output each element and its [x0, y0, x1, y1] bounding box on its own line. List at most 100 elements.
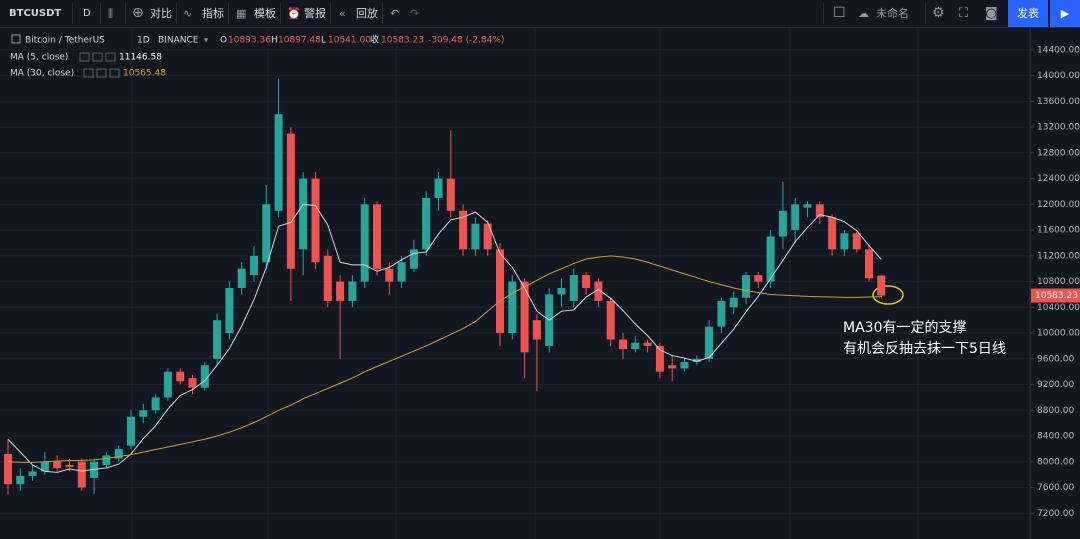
legend-exchange: BINANCE [158, 36, 199, 46]
redo-button[interactable]: ↷ [410, 7, 420, 20]
publish-button[interactable]: 发表 [1008, 0, 1048, 27]
candle-body [373, 204, 381, 269]
y-tick-label: 10000.00 [1037, 329, 1080, 339]
legend-o-label: O [220, 36, 227, 46]
layout-name[interactable]: 未命名 [876, 7, 909, 20]
candle-body [225, 288, 234, 334]
ma-legend-value: 11146.58 [119, 53, 162, 63]
separator [228, 3, 229, 24]
candle-body [692, 358, 701, 363]
candle-body [643, 342, 652, 346]
y-tick-label: 7600.00 [1037, 483, 1074, 493]
candle-body [262, 204, 271, 263]
settings-button[interactable]: ⚙ [932, 5, 945, 21]
price-tag-label: 10583.23 [1035, 291, 1078, 301]
fullscreen-toggle[interactable]: ☐ [833, 5, 846, 21]
replay-button[interactable]: 回放 [356, 7, 378, 20]
candle-body [360, 204, 369, 282]
candle-body [90, 461, 99, 478]
y-tick-label: 11600.00 [1037, 226, 1080, 236]
candle-body [176, 371, 185, 382]
legend-l: 10541.00 [328, 36, 371, 46]
candle-body [483, 223, 492, 250]
candle-body [28, 471, 37, 476]
ma-legend-name: MA (5, close) [10, 53, 68, 63]
candle-body [4, 454, 12, 485]
templates-button[interactable]: 模板 [254, 7, 276, 20]
candle-body [791, 204, 800, 231]
y-tick-label: 9200.00 [1037, 380, 1074, 390]
highlight-ellipse [872, 285, 904, 305]
candle-body [434, 178, 443, 198]
candle-body [323, 255, 332, 301]
legend-h: 10897.48 [278, 36, 321, 46]
ma-legend-icon [83, 68, 94, 78]
candle-body [40, 461, 49, 472]
replay-icon[interactable]: « [339, 7, 346, 20]
y-tick-label: 11200.00 [1037, 251, 1080, 261]
compare-button[interactable]: 对比 [150, 7, 172, 20]
price-tag [1031, 288, 1080, 303]
candle-body [286, 133, 295, 269]
y-tick-label: 8000.00 [1037, 457, 1074, 467]
candle-body [631, 342, 640, 350]
candle-body [852, 233, 861, 250]
y-tick-label: 12400.00 [1037, 174, 1080, 184]
candle-body [655, 345, 664, 372]
y-tick-label: 8400.00 [1037, 432, 1074, 442]
indicators-icon[interactable]: ∿ [183, 7, 193, 20]
legend-l-label: L [321, 36, 326, 46]
y-tick-label: 8800.00 [1037, 406, 1074, 416]
candle-body [557, 288, 566, 295]
y-tick-label: 13200.00 [1037, 123, 1080, 133]
candle-body [606, 300, 615, 340]
indicators-button[interactable]: 指标 [202, 7, 224, 20]
separator [176, 3, 177, 24]
interval-button[interactable]: D [83, 8, 91, 19]
separator [382, 3, 383, 24]
templates-icon[interactable]: ▦ [236, 7, 247, 20]
candle-body [385, 268, 394, 282]
candle-body [299, 178, 308, 250]
play-button[interactable]: ▶ [1050, 0, 1080, 27]
candle-body [705, 326, 714, 359]
toolbar: BTCUSDT D ⫼ ⊕ 对比 ∿ 指标 ▦ 模板 ⏰ 警报 « 回放 ↶ ↷… [0, 0, 1080, 28]
candle-style-icon[interactable]: ⫼ [108, 7, 114, 20]
candle-body [582, 275, 591, 289]
ma-legend-value: 10565.48 [123, 69, 166, 79]
alert-button[interactable]: 警报 [304, 7, 326, 20]
cloud-icon[interactable]: ☁ [858, 7, 869, 20]
candle-body [828, 217, 837, 250]
alert-icon[interactable]: ⏰ [287, 7, 301, 20]
legend-c-label: 收 [370, 34, 379, 46]
undo-button[interactable]: ↶ [390, 7, 400, 20]
candle-body [53, 461, 62, 469]
candle-body [65, 464, 74, 467]
screenshot-button[interactable]: ◙ [985, 6, 998, 21]
candle-body [742, 275, 750, 298]
y-tick-label: 9600.00 [1037, 354, 1074, 364]
candle-body [803, 204, 812, 208]
candle-body [680, 362, 689, 369]
compare-icon[interactable]: ⊕ [132, 5, 144, 21]
candle-body [114, 448, 123, 459]
separator [925, 3, 926, 24]
symbol[interactable]: BTCUSDT [9, 8, 62, 19]
ma-legend-name: MA (30, close) [10, 69, 74, 79]
separator [125, 3, 126, 24]
legend-c: 10583.23 [381, 36, 424, 46]
y-tick-label: 13600.00 [1037, 97, 1080, 107]
candle-body [508, 281, 517, 334]
candle-body [446, 178, 455, 211]
y-tick-label: 12800.00 [1037, 148, 1080, 158]
legend-change: -309.48 (-2.84%) [428, 36, 504, 46]
separator [823, 3, 824, 24]
separator [72, 3, 73, 24]
y-tick-label: 12000.00 [1037, 200, 1080, 210]
separator [280, 3, 281, 24]
separator [100, 3, 101, 24]
candle-body [729, 297, 738, 308]
expand-button[interactable]: ⛶ [959, 6, 969, 21]
